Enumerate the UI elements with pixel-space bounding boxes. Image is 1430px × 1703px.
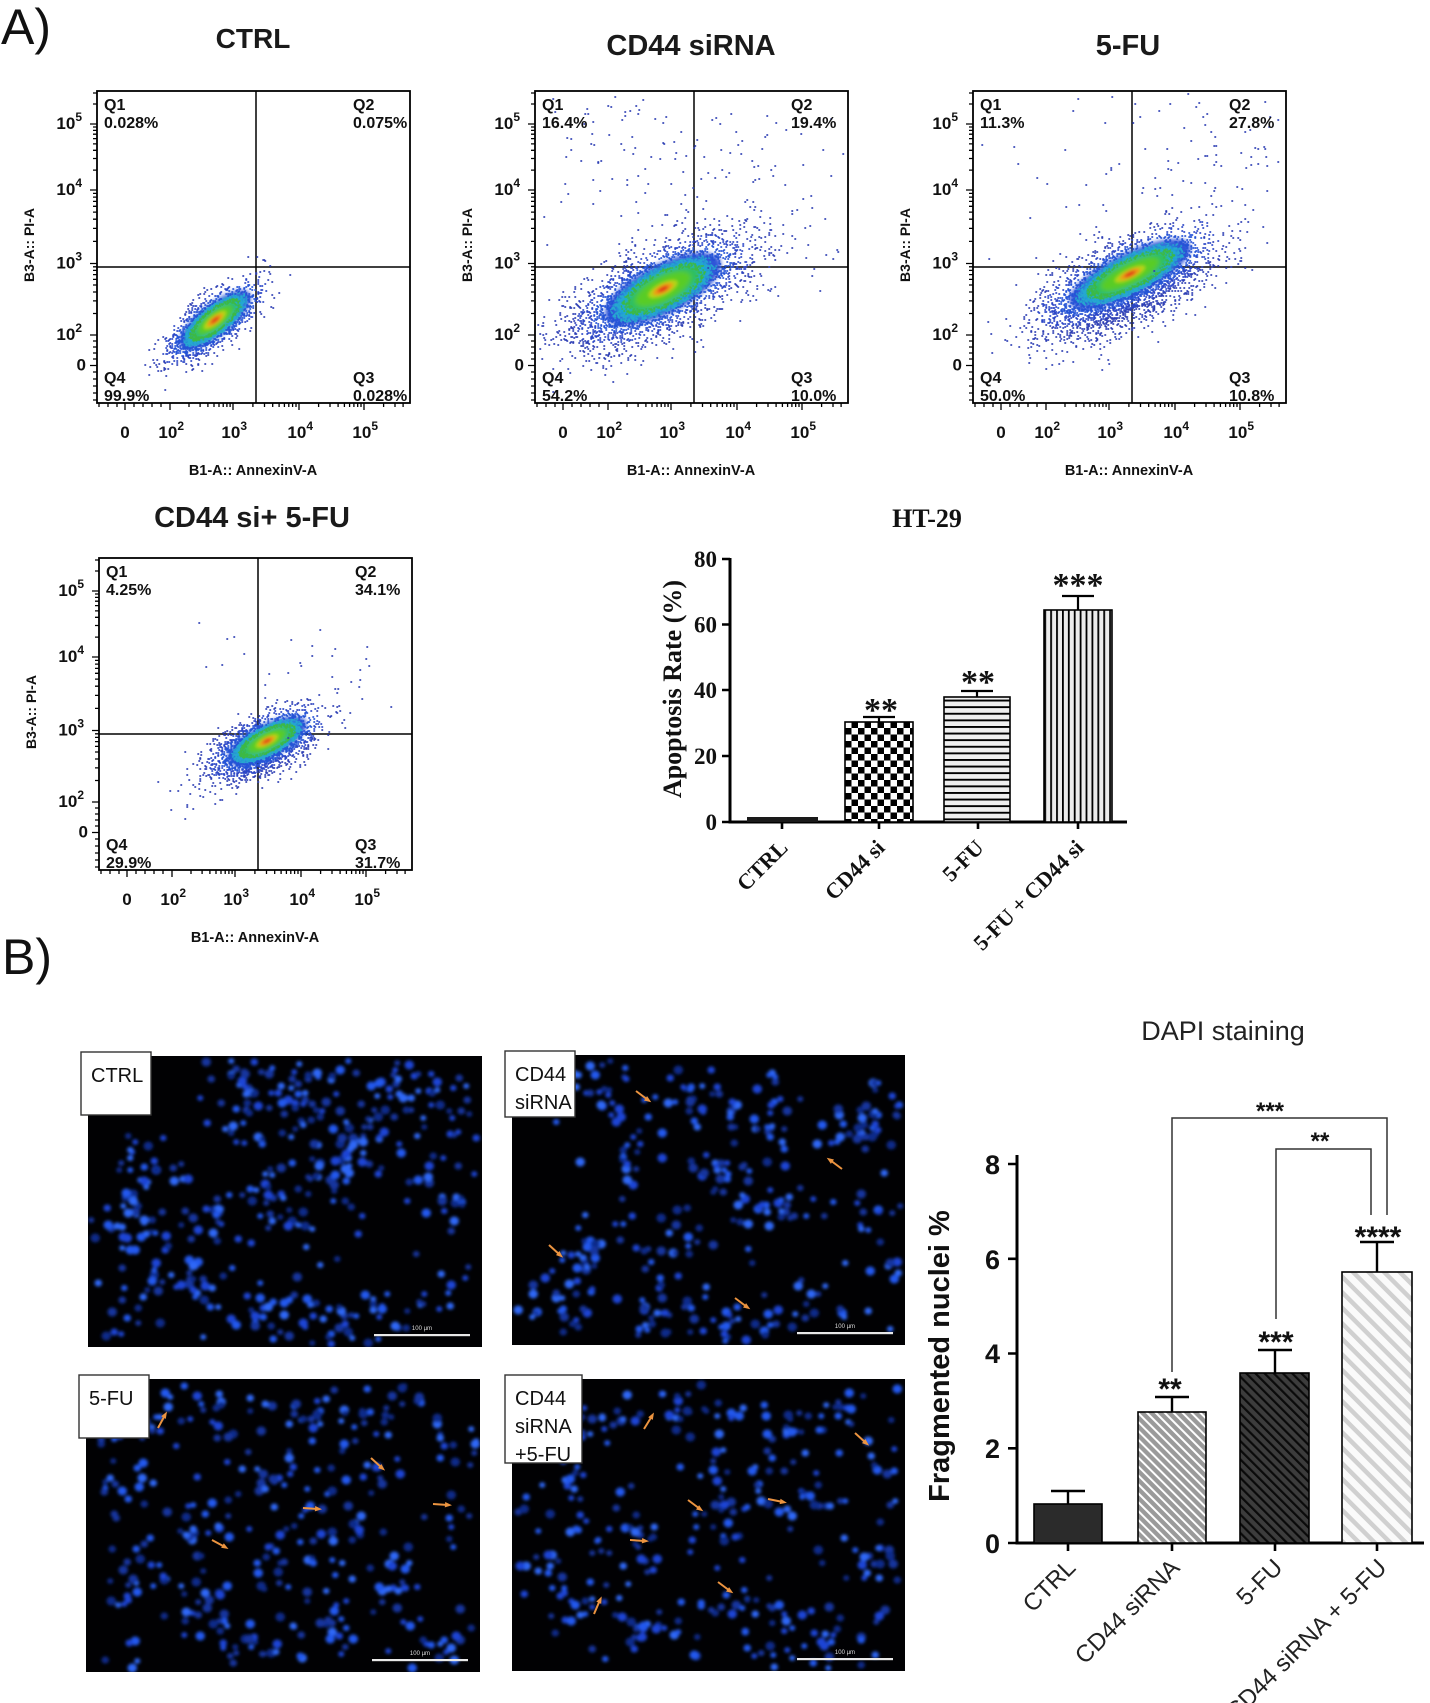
svg-text:Q4: Q4 <box>106 837 127 854</box>
svg-text:Q3: Q3 <box>791 370 812 387</box>
svg-text:B3-A:: PI-A: B3-A:: PI-A <box>459 208 475 282</box>
svg-text:CD44: CD44 <box>515 1064 566 1086</box>
svg-text:***: *** <box>1258 1326 1293 1359</box>
svg-text:****: **** <box>1355 1221 1402 1254</box>
svg-text:10.0%: 10.0% <box>791 388 836 405</box>
svg-text:***: *** <box>1256 1098 1285 1125</box>
svg-text:Q1: Q1 <box>104 97 125 114</box>
svg-text:5-FU: 5-FU <box>89 1388 133 1410</box>
svg-text:Q4: Q4 <box>542 370 563 387</box>
svg-text:34.1%: 34.1% <box>355 582 400 599</box>
svg-text:0: 0 <box>120 423 129 442</box>
svg-text:50.0%: 50.0% <box>980 388 1025 405</box>
svg-text:B1-A:: AnnexinV-A: B1-A:: AnnexinV-A <box>1065 463 1194 479</box>
svg-text:4.25%: 4.25% <box>106 582 151 599</box>
svg-text:CD44: CD44 <box>515 1388 566 1410</box>
svg-text:Q2: Q2 <box>1229 97 1250 114</box>
svg-text:Apoptosis Rate (%): Apoptosis Rate (%) <box>658 580 687 798</box>
svg-text:siRNA: siRNA <box>515 1416 572 1438</box>
svg-text:27.8%: 27.8% <box>1229 115 1274 132</box>
svg-text:0: 0 <box>953 356 962 375</box>
svg-text:6: 6 <box>985 1245 1000 1275</box>
svg-text:0.028%: 0.028% <box>353 388 407 405</box>
svg-text:Q1: Q1 <box>980 97 1001 114</box>
svg-text:Q1: Q1 <box>106 564 127 581</box>
svg-text:0.075%: 0.075% <box>353 115 407 132</box>
svg-text:Q2: Q2 <box>353 97 374 114</box>
svg-text:60: 60 <box>694 613 717 638</box>
svg-text:+5-FU: +5-FU <box>515 1444 571 1466</box>
svg-text:B1-A:: AnnexinV-A: B1-A:: AnnexinV-A <box>627 463 756 479</box>
svg-text:20: 20 <box>694 744 717 769</box>
svg-text:CTRL: CTRL <box>91 1065 143 1087</box>
svg-text:11.3%: 11.3% <box>980 115 1024 132</box>
svg-text:4: 4 <box>985 1339 1000 1369</box>
svg-text:0: 0 <box>558 423 567 442</box>
svg-text:**: ** <box>961 664 995 701</box>
svg-text:Q3: Q3 <box>355 837 376 854</box>
svg-text:0: 0 <box>122 890 131 909</box>
svg-text:100 µm: 100 µm <box>410 1651 430 1657</box>
svg-text:100 µm: 100 µm <box>835 1650 855 1656</box>
svg-text:0: 0 <box>996 423 1005 442</box>
svg-text:Fragmented nuclei %: Fragmented nuclei % <box>924 1210 956 1502</box>
svg-text:**: ** <box>1158 1373 1182 1406</box>
svg-text:54.2%: 54.2% <box>542 388 587 405</box>
svg-text:8: 8 <box>985 1150 1000 1180</box>
svg-text:A): A) <box>1 0 51 55</box>
svg-text:10.8%: 10.8% <box>1229 388 1274 405</box>
svg-text:B1-A:: AnnexinV-A: B1-A:: AnnexinV-A <box>191 930 320 946</box>
svg-text:DAPI staining: DAPI staining <box>1141 1016 1305 1046</box>
svg-text:B3-A:: PI-A: B3-A:: PI-A <box>23 675 39 749</box>
svg-text:100 µm: 100 µm <box>412 1326 432 1332</box>
svg-text:0: 0 <box>706 810 718 835</box>
svg-text:29.9%: 29.9% <box>106 855 151 872</box>
svg-text:100 µm: 100 µm <box>835 1324 855 1330</box>
svg-text:Q3: Q3 <box>353 370 374 387</box>
svg-text:31.7%: 31.7% <box>355 855 400 872</box>
svg-text:0: 0 <box>985 1529 1000 1559</box>
svg-text:0: 0 <box>77 356 86 375</box>
svg-text:Q4: Q4 <box>980 370 1001 387</box>
svg-text:5-FU: 5-FU <box>1096 30 1160 62</box>
svg-text:Q4: Q4 <box>104 370 125 387</box>
svg-text:16.4%: 16.4% <box>542 115 587 132</box>
svg-text:***: *** <box>1053 567 1104 604</box>
svg-text:siRNA: siRNA <box>515 1092 572 1114</box>
svg-text:40: 40 <box>694 678 717 703</box>
svg-text:Q3: Q3 <box>1229 370 1250 387</box>
svg-text:0: 0 <box>515 356 524 375</box>
svg-text:B): B) <box>2 929 52 985</box>
svg-text:19.4%: 19.4% <box>791 115 836 132</box>
svg-text:80: 80 <box>694 547 717 572</box>
svg-text:CD44 si+ 5-FU: CD44 si+ 5-FU <box>154 502 350 534</box>
svg-text:99.9%: 99.9% <box>104 388 149 405</box>
svg-text:CTRL: CTRL <box>216 23 291 54</box>
svg-text:B3-A:: PI-A: B3-A:: PI-A <box>21 208 37 282</box>
svg-text:B1-A:: AnnexinV-A: B1-A:: AnnexinV-A <box>189 463 318 479</box>
svg-text:2: 2 <box>985 1434 1000 1464</box>
svg-text:Q2: Q2 <box>355 564 376 581</box>
svg-text:B3-A:: PI-A: B3-A:: PI-A <box>897 208 913 282</box>
svg-text:**: ** <box>864 692 898 729</box>
svg-text:Q1: Q1 <box>542 97 563 114</box>
svg-text:Q2: Q2 <box>791 97 812 114</box>
svg-text:0.028%: 0.028% <box>104 115 158 132</box>
svg-text:0: 0 <box>79 823 88 842</box>
svg-text:**: ** <box>1311 1128 1330 1155</box>
svg-text:HT-29: HT-29 <box>892 504 962 533</box>
svg-text:CD44 siRNA: CD44 siRNA <box>606 30 775 62</box>
